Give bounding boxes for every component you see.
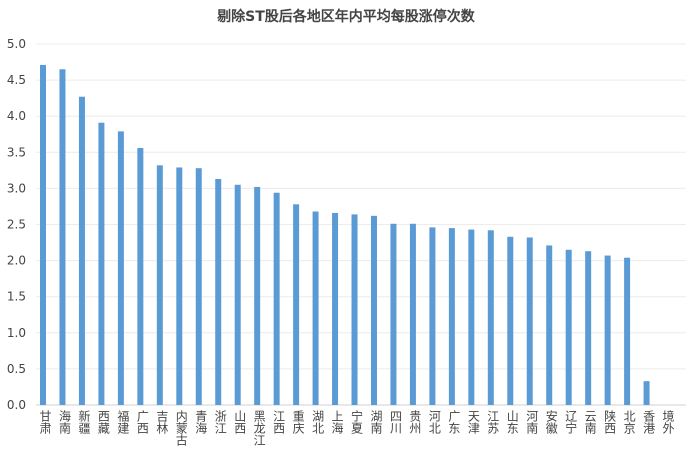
x-tick-label: 新疆 (76, 410, 91, 434)
y-tick-label: 3.5 (7, 145, 26, 159)
bar (487, 230, 494, 405)
x-tick-label: 山西 (232, 410, 247, 434)
x-tick-label: 云南 (583, 410, 598, 434)
bar (137, 147, 144, 405)
x-tick-label: 青海 (193, 410, 208, 434)
x-tick-label: 上海 (330, 410, 345, 434)
x-tick-label: 湖南 (368, 410, 383, 434)
bar (546, 245, 553, 405)
bar (254, 186, 261, 405)
bar (293, 204, 300, 405)
bar (507, 236, 514, 405)
x-tick-label: 辽宁 (563, 410, 578, 434)
x-tick-label: 安徽 (544, 410, 559, 434)
x-tick-label: 江西 (271, 410, 286, 434)
x-tick-label: 贵州 (407, 410, 422, 434)
bar (332, 212, 339, 405)
bar (59, 69, 66, 406)
bar (585, 251, 592, 405)
bar (234, 184, 241, 405)
x-tick-label: 河南 (524, 410, 539, 434)
y-tick-label: 0.0 (7, 398, 26, 412)
x-tick-label: 重庆 (291, 410, 306, 434)
y-tick-label: 2.0 (7, 254, 26, 268)
x-tick-label: 北京 (622, 410, 637, 434)
bar (351, 214, 358, 405)
x-tick-label: 内蒙古 (174, 410, 189, 446)
y-tick-label: 2.5 (7, 218, 26, 232)
bar (195, 168, 202, 405)
bar (409, 223, 416, 405)
bar (390, 223, 397, 405)
y-tick-label: 0.5 (7, 362, 26, 376)
y-tick-label: 1.5 (7, 290, 26, 304)
bar (565, 249, 572, 405)
x-tick-label: 宁夏 (349, 410, 364, 434)
bar (117, 131, 124, 405)
bar (78, 96, 85, 406)
bar (526, 237, 533, 405)
x-tick-label: 福建 (115, 410, 130, 434)
x-tick-label: 陕西 (602, 410, 617, 434)
x-tick-label: 境外 (661, 410, 676, 434)
x-tick-label: 吉林 (154, 410, 169, 434)
bar (448, 228, 455, 405)
x-tick-label: 海南 (57, 410, 72, 434)
y-tick-label: 4.0 (7, 109, 26, 123)
y-tick-label: 1.0 (7, 326, 26, 340)
bar (156, 165, 163, 405)
bar (312, 211, 319, 405)
bar (215, 179, 222, 405)
x-tick-label: 黑龙江 (252, 410, 267, 446)
x-tick-label: 河北 (427, 410, 442, 434)
x-tick-label: 甘肃 (38, 410, 52, 434)
x-tick-label: 四川 (388, 410, 403, 434)
bar (40, 64, 46, 406)
x-tick-label: 广东 (446, 410, 461, 434)
bar (370, 215, 377, 405)
bar (468, 229, 475, 405)
bar (176, 167, 183, 405)
x-tick-label: 浙江 (213, 410, 228, 434)
bar (643, 381, 650, 405)
x-tick-label: 香港 (641, 410, 656, 434)
bar (429, 227, 436, 405)
bar (604, 255, 611, 405)
x-tick-label: 江苏 (485, 410, 500, 434)
y-tick-label: 4.5 (7, 73, 26, 87)
bar (273, 192, 280, 405)
x-tick-label: 山东 (505, 410, 520, 434)
y-tick-label: 5.0 (7, 37, 26, 51)
bar (624, 257, 631, 405)
x-tick-label: 天津 (466, 410, 481, 434)
x-tick-label: 广西 (135, 410, 150, 434)
bar (98, 122, 105, 405)
x-tick-label: 湖北 (310, 410, 325, 434)
x-tick-label: 西藏 (96, 410, 111, 434)
chart-title: 剔除ST股后各地区年内平均每股涨停次数 (217, 9, 475, 25)
y-tick-label: 3.0 (7, 181, 26, 195)
